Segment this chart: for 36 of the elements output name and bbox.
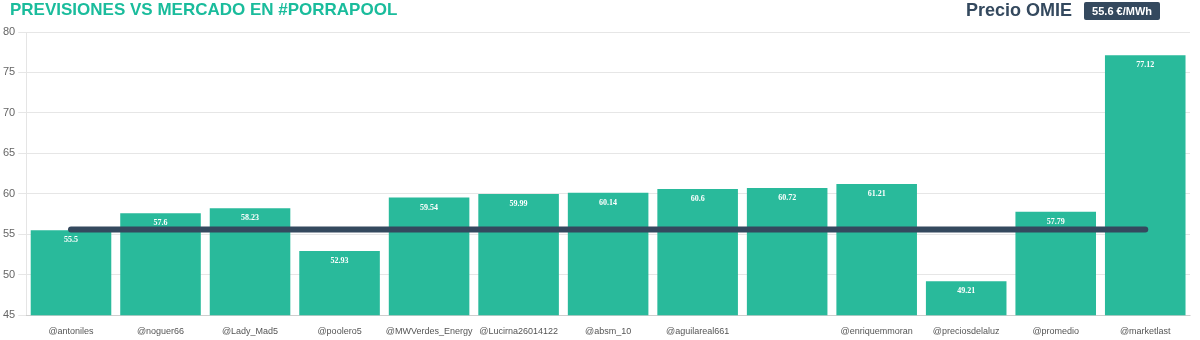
y-tick-label: 65 [2,146,16,159]
data-label: 49.21 [957,286,976,296]
x-tick-label: @Lucirna26014122 [479,326,558,337]
data-label: 57.79 [1046,216,1065,226]
data-label: 58.23 [241,213,260,223]
text: Precio OMIE [966,0,1073,21]
data-label: 60.72 [778,193,797,203]
data-label: 59.99 [509,198,528,208]
y-tick-label: 45 [2,308,16,321]
data-label: 60.14 [599,197,618,207]
data-label: 55.5 [64,235,78,245]
data-label: 59.54 [420,202,439,212]
x-tick-label: @poolero5 [317,326,362,337]
y-tick-label: 55 [2,227,16,240]
x-tick-label: @absm_10 [585,326,632,337]
x-tick-label: @MWVerdes_Energy [385,326,473,337]
x-tick-label: @Lady_Mad5 [221,326,279,337]
y-tick-label: 75 [2,65,16,78]
x-tick-label: @enriquemmoran [840,326,913,337]
data-label: 57.6 [153,218,168,228]
data-label: 61.21 [867,189,886,199]
x-tick-label: @noguer66 [136,326,185,337]
x-tick-label: @marketlast [1119,326,1172,337]
data-label: 77.12 [1136,60,1155,70]
x-tick-label: @antoniles [48,326,95,337]
x-tick-label: @preciosdelaluz [932,326,1001,337]
y-tick-label: 70 [2,105,16,118]
data-label: 52.93 [330,256,349,266]
chart-title: PREVISIONES VS MERCADO EN #PORRAPOOL [10,0,398,20]
x-tick-label: @promedio [1032,326,1080,337]
y-tick-label: 50 [2,267,16,280]
data-label: 60.6 [690,194,705,204]
y-tick-label: 80 [2,25,16,38]
y-tick-label: 60 [2,186,16,199]
x-tick-label: @aguilareal661 [666,326,730,337]
text: 55.6 €/MWh [1084,1,1160,20]
